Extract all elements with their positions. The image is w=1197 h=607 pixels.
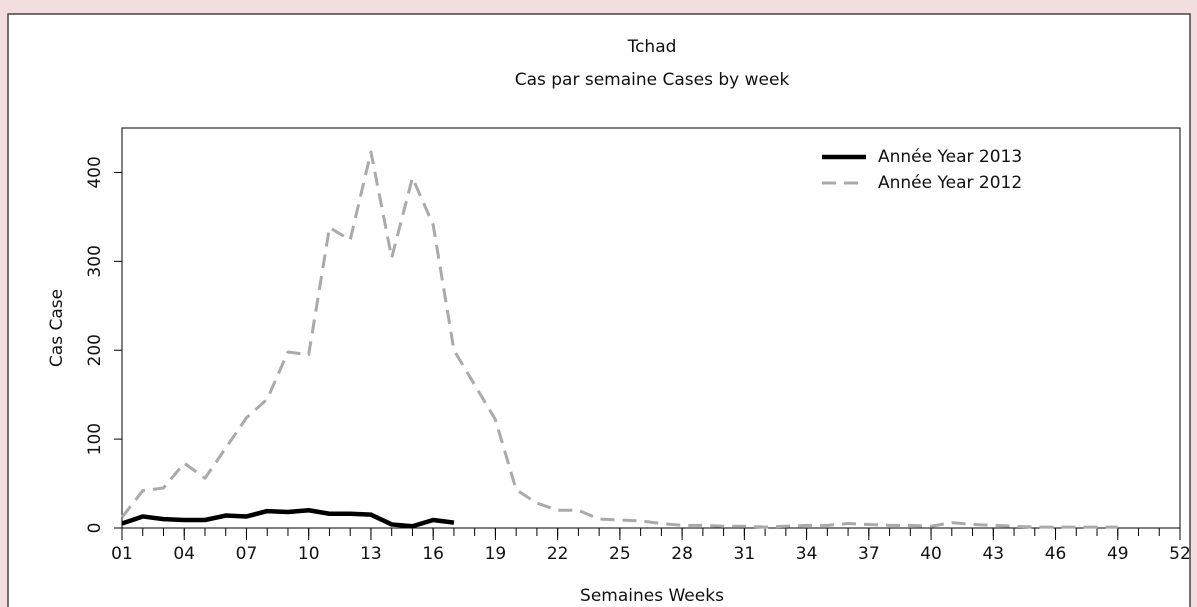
x-axis-label: Semaines Weeks xyxy=(580,586,724,606)
plot-frame xyxy=(121,127,1181,529)
y-tick-label: 100 xyxy=(85,423,105,455)
y-tick-label: 0 xyxy=(85,523,105,534)
y-tick-label: 300 xyxy=(85,245,105,277)
x-tick-label: 46 xyxy=(1045,544,1067,564)
series-line xyxy=(120,150,1118,529)
y-axis-label: Cas Case xyxy=(47,289,67,367)
x-tick-label: 13 xyxy=(360,544,382,564)
legend-label: Année Year 2013 xyxy=(878,147,1022,167)
x-tick-label: 16 xyxy=(422,544,444,564)
y-tick-label: 400 xyxy=(85,156,105,188)
x-tick-label: 37 xyxy=(858,544,880,564)
x-tick-label: 49 xyxy=(1107,544,1129,564)
x-tick-label: 04 xyxy=(173,544,195,564)
panel xyxy=(7,13,1191,607)
x-tick-label: 22 xyxy=(547,544,569,564)
series-line xyxy=(121,507,455,529)
x-tick-label: 28 xyxy=(671,544,693,564)
x-tick-label: 31 xyxy=(734,544,756,564)
x-tick-label: 43 xyxy=(982,544,1004,564)
x-tick-label: 34 xyxy=(796,544,818,564)
x-tick-label: 19 xyxy=(485,544,507,564)
x-tick-label: 40 xyxy=(920,544,942,564)
x-tick-label: 01 xyxy=(111,544,133,564)
y-tick-label: 200 xyxy=(85,334,105,366)
legend-label: Année Year 2012 xyxy=(878,173,1022,193)
x-tick-label: 07 xyxy=(236,544,258,564)
x-tick-label: 10 xyxy=(298,544,320,564)
chart-title: Tchad xyxy=(627,37,677,57)
x-tick-label: 25 xyxy=(609,544,631,564)
chart-subtitle: Cas par semaine Cases by week xyxy=(515,70,790,90)
x-tick-label: 52 xyxy=(1169,544,1191,564)
